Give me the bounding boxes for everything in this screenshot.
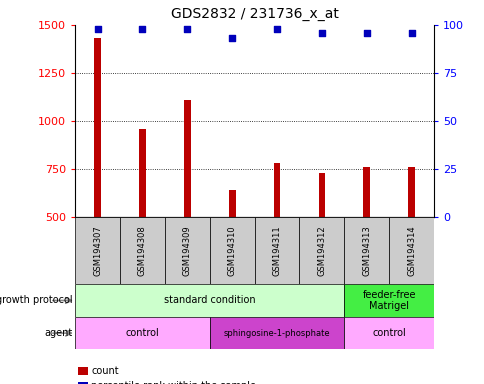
Bar — [165, 217, 209, 284]
Bar — [94, 38, 101, 217]
Bar — [75, 284, 344, 317]
Bar — [299, 217, 344, 284]
Text: GSM194307: GSM194307 — [93, 225, 102, 276]
Text: GSM194309: GSM194309 — [182, 225, 192, 276]
Bar — [363, 167, 369, 217]
Text: GSM194311: GSM194311 — [272, 225, 281, 276]
Bar — [228, 190, 235, 217]
Point — [138, 26, 146, 32]
Text: GSM194313: GSM194313 — [362, 225, 371, 276]
Point — [362, 30, 370, 36]
Text: sphingosine-1-phosphate: sphingosine-1-phosphate — [223, 329, 330, 338]
Text: percentile rank within the sample: percentile rank within the sample — [91, 381, 256, 384]
Bar — [344, 217, 388, 284]
Text: GSM194312: GSM194312 — [317, 225, 326, 276]
Bar — [75, 217, 120, 284]
Bar — [120, 217, 165, 284]
Bar — [75, 317, 209, 349]
Text: standard condition: standard condition — [164, 295, 255, 306]
Point — [183, 26, 191, 32]
Title: GDS2832 / 231736_x_at: GDS2832 / 231736_x_at — [170, 7, 338, 21]
Text: GSM194314: GSM194314 — [406, 225, 415, 276]
Bar — [273, 163, 280, 217]
Text: control: control — [372, 328, 405, 338]
Point — [318, 30, 325, 36]
Text: agent: agent — [45, 328, 73, 338]
Bar — [183, 100, 190, 217]
Text: feeder-free
Matrigel: feeder-free Matrigel — [362, 290, 415, 311]
Bar — [254, 217, 299, 284]
Point — [93, 26, 101, 32]
Point — [407, 30, 415, 36]
Point — [228, 35, 236, 41]
Bar — [344, 284, 433, 317]
Text: GSM194310: GSM194310 — [227, 225, 236, 276]
Bar — [139, 129, 146, 217]
Bar — [344, 317, 433, 349]
Point — [272, 26, 280, 32]
Text: count: count — [91, 366, 119, 376]
Bar — [209, 217, 254, 284]
Bar — [209, 317, 344, 349]
Text: control: control — [125, 328, 159, 338]
Text: GSM194308: GSM194308 — [137, 225, 147, 276]
Bar — [408, 167, 414, 217]
Text: growth protocol: growth protocol — [0, 295, 73, 306]
Bar — [318, 173, 325, 217]
Bar — [388, 217, 433, 284]
